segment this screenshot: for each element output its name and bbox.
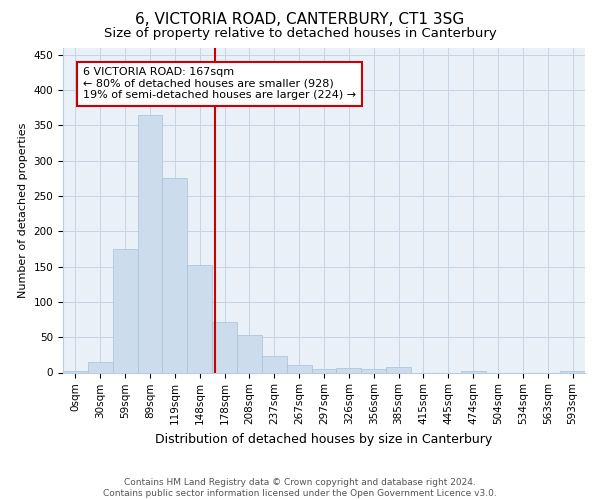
Bar	[113, 249, 137, 372]
Bar	[137, 114, 163, 372]
Text: 6 VICTORIA ROAD: 167sqm
← 80% of detached houses are smaller (928)
19% of semi-d: 6 VICTORIA ROAD: 167sqm ← 80% of detache…	[83, 68, 356, 100]
Text: Contains HM Land Registry data © Crown copyright and database right 2024.
Contai: Contains HM Land Registry data © Crown c…	[103, 478, 497, 498]
Bar	[88, 362, 113, 372]
Bar	[63, 371, 88, 372]
Bar	[163, 178, 187, 372]
Text: Size of property relative to detached houses in Canterbury: Size of property relative to detached ho…	[104, 28, 496, 40]
Bar	[361, 369, 386, 372]
Bar	[560, 371, 585, 372]
Y-axis label: Number of detached properties: Number of detached properties	[18, 122, 28, 298]
Bar	[262, 356, 287, 372]
Bar	[237, 335, 262, 372]
Bar	[461, 371, 485, 372]
Bar	[386, 367, 411, 372]
Bar	[212, 322, 237, 372]
Bar	[337, 368, 361, 372]
Bar	[311, 369, 337, 372]
Text: 6, VICTORIA ROAD, CANTERBURY, CT1 3SG: 6, VICTORIA ROAD, CANTERBURY, CT1 3SG	[136, 12, 464, 28]
X-axis label: Distribution of detached houses by size in Canterbury: Distribution of detached houses by size …	[155, 432, 493, 446]
Bar	[287, 366, 311, 372]
Bar	[187, 265, 212, 372]
